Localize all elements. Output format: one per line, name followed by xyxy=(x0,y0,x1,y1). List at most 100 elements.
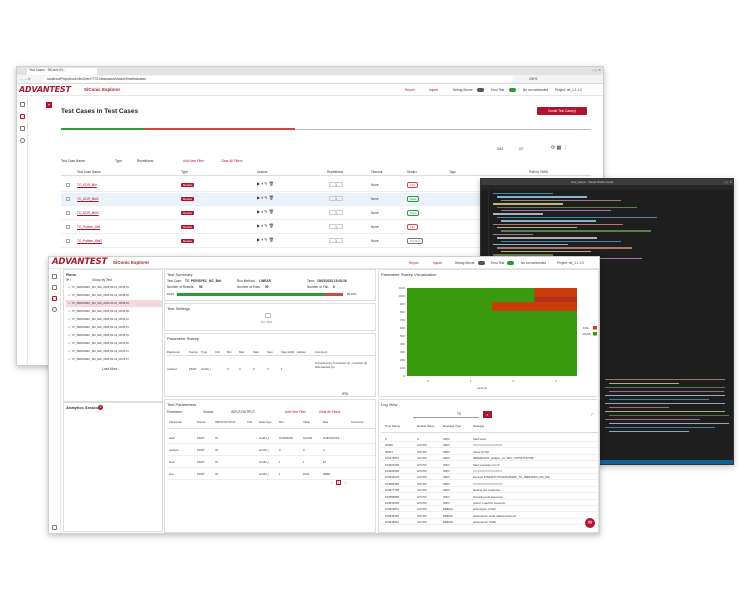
results-icon[interactable] xyxy=(20,126,25,131)
log-row: 103510275 LPGTM INFO Execute 57843437776342… xyxy=(381,474,598,481)
front-settings-icon[interactable] xyxy=(52,307,57,312)
code-line xyxy=(497,247,632,249)
front-debug-server-toggle[interactable] xyxy=(478,261,485,265)
verdict-badge: Fail xyxy=(407,182,418,188)
x-tick-label: 0 xyxy=(427,379,429,383)
code-window-controls[interactable]: – ▢ ✕ xyxy=(722,180,732,184)
debug-server-toggle[interactable] xyxy=(477,88,484,92)
y-tick-label: 400 xyxy=(400,342,405,346)
progress-pass-segment xyxy=(61,128,145,130)
front-testcases-icon[interactable] xyxy=(52,285,57,290)
clear-filters-button[interactable]: Clear All Filters xyxy=(221,159,243,163)
sweep-cell: uint16_t xyxy=(201,367,211,371)
params-clear-filters[interactable]: Clear All Filters xyxy=(319,410,341,414)
front-home-icon[interactable] xyxy=(52,274,57,279)
front-menu-icon[interactable] xyxy=(52,525,57,530)
chat-fab-button[interactable]: ✉ xyxy=(585,518,595,528)
params-cell: 0x0000000 xyxy=(279,436,293,440)
import-menu[interactable]: Import xyxy=(429,88,439,92)
home-icon[interactable] xyxy=(20,102,25,107)
side-nav xyxy=(17,96,28,365)
table-row[interactable]: TC_Pattern_8bit Module ▶ ⏸ ✎ 🗑 1 None Fail xyxy=(61,221,591,234)
add-filter-button[interactable]: Add New Filter xyxy=(183,159,204,163)
settings-icon[interactable] xyxy=(20,138,25,143)
test-case-link[interactable]: TC_Pattern_8bit xyxy=(77,225,101,229)
log-cell: b8f5a9b3e5b_pattgen_mc_8bit_170754775778… xyxy=(473,456,534,461)
run-item[interactable]: ▭TC_PERISPEC_MC_8bit_2025-05-15_18:06:12 xyxy=(66,316,162,323)
create-test-case-button[interactable]: Create Test Case(s) xyxy=(537,107,587,115)
nav-buttons[interactable]: ← → ⟳ xyxy=(20,77,31,81)
row-actions[interactable]: ▶ ⏸ ✎ 🗑 xyxy=(257,181,274,186)
run-item[interactable]: ▭TC_PERISPEC_MC_8bit_2025-05-15_18:04:52 xyxy=(66,340,162,347)
run-item[interactable]: ▭TC_PERISPEC_MC_8bit_2025-05-15_18:08:34 xyxy=(66,284,162,291)
run-item[interactable]: ▭TC_PERISPEC_MC_8bit_2025-05-15_18:06:48 xyxy=(66,308,162,315)
toolbar-icons[interactable]: ⟳ ▦ ⋮ xyxy=(551,145,568,151)
testcases-icon[interactable] xyxy=(20,114,25,119)
sweep-cell: 0 xyxy=(227,367,229,371)
params-cell: 1024 xyxy=(303,472,310,476)
pagination-next[interactable]: › xyxy=(345,481,347,485)
front-import-menu[interactable]: Import xyxy=(433,261,443,265)
params-add-filter[interactable]: Add New Filter xyxy=(285,410,306,414)
collapse-sidebar-button[interactable]: » xyxy=(46,102,52,108)
repetitions-cell: 1 xyxy=(329,182,343,187)
front-report-menu[interactable]: Report xyxy=(409,261,419,265)
table-row[interactable]: TC_Pattern_8bit2 Module ▶ ⏸ ✎ 🗑 1 None Not Ru… xyxy=(61,235,591,248)
row-actions[interactable]: ▶ ⏸ ✎ 🗑 xyxy=(257,237,274,242)
test-case-link[interactable]: TC_DDR_8bit xyxy=(77,183,97,187)
emu-test-toggle[interactable] xyxy=(509,88,516,92)
run-item[interactable]: ▭TC_PERISPEC_MC_8bit_2025-05-15_18:08:18 xyxy=(66,292,162,299)
table-row[interactable]: TC_DDR_8bit2 Module ▶ ⏸ ✎ 🗑 1 None Pass xyxy=(61,193,591,206)
run-item[interactable]: ▭TC_PERISPEC_MC_8bit_2025-05-15_18:05:03 xyxy=(66,332,162,339)
row-checkbox[interactable] xyxy=(66,239,70,243)
test-case-link[interactable]: TC_DDR_8bit3 xyxy=(77,211,99,215)
log-expand-icon[interactable]: ⤢ xyxy=(591,412,594,416)
row-checkbox[interactable] xyxy=(66,225,70,229)
log-cell: Action: Load DC resource xyxy=(473,501,506,505)
runs-filter-icons[interactable]: ⧩ ↕ xyxy=(66,278,72,282)
pagination-page[interactable]: 1 xyxy=(336,480,341,485)
run-item[interactable]: ▭TC_PERISPEC_MC_8bit_2025-05-15_18:04:11 xyxy=(66,348,162,355)
log-filter-field[interactable]: TS xyxy=(413,412,479,418)
sweep-cell: cacheid xyxy=(167,367,177,371)
front-emu-test-toggle[interactable] xyxy=(507,261,514,265)
row-checkbox[interactable] xyxy=(66,211,70,215)
table-row[interactable]: TC_DDR_8bit3 Module ▶ ⏸ ✎ 🗑 1 None Pass xyxy=(61,207,591,220)
browser-tab[interactable]: Test Cases - SiConic Ex... xyxy=(27,68,97,75)
log-search-button[interactable]: ⌕ xyxy=(483,411,492,418)
log-cell: parameter2: (TAB) xyxy=(473,520,496,525)
test-case-link[interactable]: TC_DDR_8bit2 xyxy=(77,197,99,201)
row-actions[interactable]: ▶ ⏸ ✎ 🗑 xyxy=(257,195,274,200)
run-item[interactable]: ▭TC_PERISPEC_MC_8bit_2025-05-15_18:05:41 xyxy=(66,324,162,331)
front-project-selector[interactable]: Project: ref_1.1.1.0 xyxy=(557,261,584,265)
test-case-link[interactable]: TC_Pattern_8bit2 xyxy=(77,239,102,243)
report-menu[interactable]: Report xyxy=(405,88,415,92)
log-row: 103944652 LPGTM DEBUG parameter1: audit_dat… xyxy=(381,513,598,519)
pagination-prev[interactable]: ‹ xyxy=(331,481,333,485)
load-more-button[interactable]: Load More... xyxy=(102,367,120,371)
front-results-icon[interactable] xyxy=(52,296,57,301)
row-actions[interactable]: ▶ ⏸ ✎ 🗑 xyxy=(257,209,274,214)
app-header: ADVANTEST SiConic Explorer Report Import… xyxy=(17,84,603,96)
row-checkbox[interactable] xyxy=(66,197,70,201)
log-cell: INFO xyxy=(443,449,450,454)
sweep-cell: PDHT xyxy=(189,367,197,371)
row-checkbox[interactable] xyxy=(66,183,70,187)
url-field[interactable]: localhost/Project/oc8-MkCb/en/77701/test… xyxy=(43,76,513,82)
verdict-badge: Fail xyxy=(407,224,418,230)
params-cell: 0 xyxy=(303,448,305,452)
sweep-header: Parameter Source Type Unit Min Max Start Stop St… xyxy=(167,350,375,356)
log-cell: Execute 5784343777634234059A6_TC_PERISPE… xyxy=(473,475,550,480)
code-line xyxy=(497,196,587,198)
y-tick-label: 1100 xyxy=(399,286,406,290)
run-item[interactable]: ▭TC_PERISPEC_MC_8bit_2025-05-15_18:08:26 xyxy=(66,300,162,307)
row-actions[interactable]: ▶ ⏸ ✎ 🗑 xyxy=(257,223,274,228)
table-row[interactable]: TC_DDR_8bit Module ▶ ⏸ ✎ 🗑 1 None Fail xyxy=(61,179,591,192)
log-row: 103304566 LPGTM INFO ================== xyxy=(381,468,598,474)
group-by-toggle[interactable]: Group by Test xyxy=(92,278,112,282)
code-window-title: test_cases - Visual Studio Code xyxy=(571,180,614,184)
window-controls[interactable]: – ▢ ✕ xyxy=(591,68,601,72)
params-cell: 3 xyxy=(323,448,325,452)
run-item[interactable]: ▭TC_PERISPEC_MC_8bit_2025-05-15_18:03:47 xyxy=(66,356,162,363)
project-selector[interactable]: Project: ref_1.1.1.0 xyxy=(555,88,582,92)
